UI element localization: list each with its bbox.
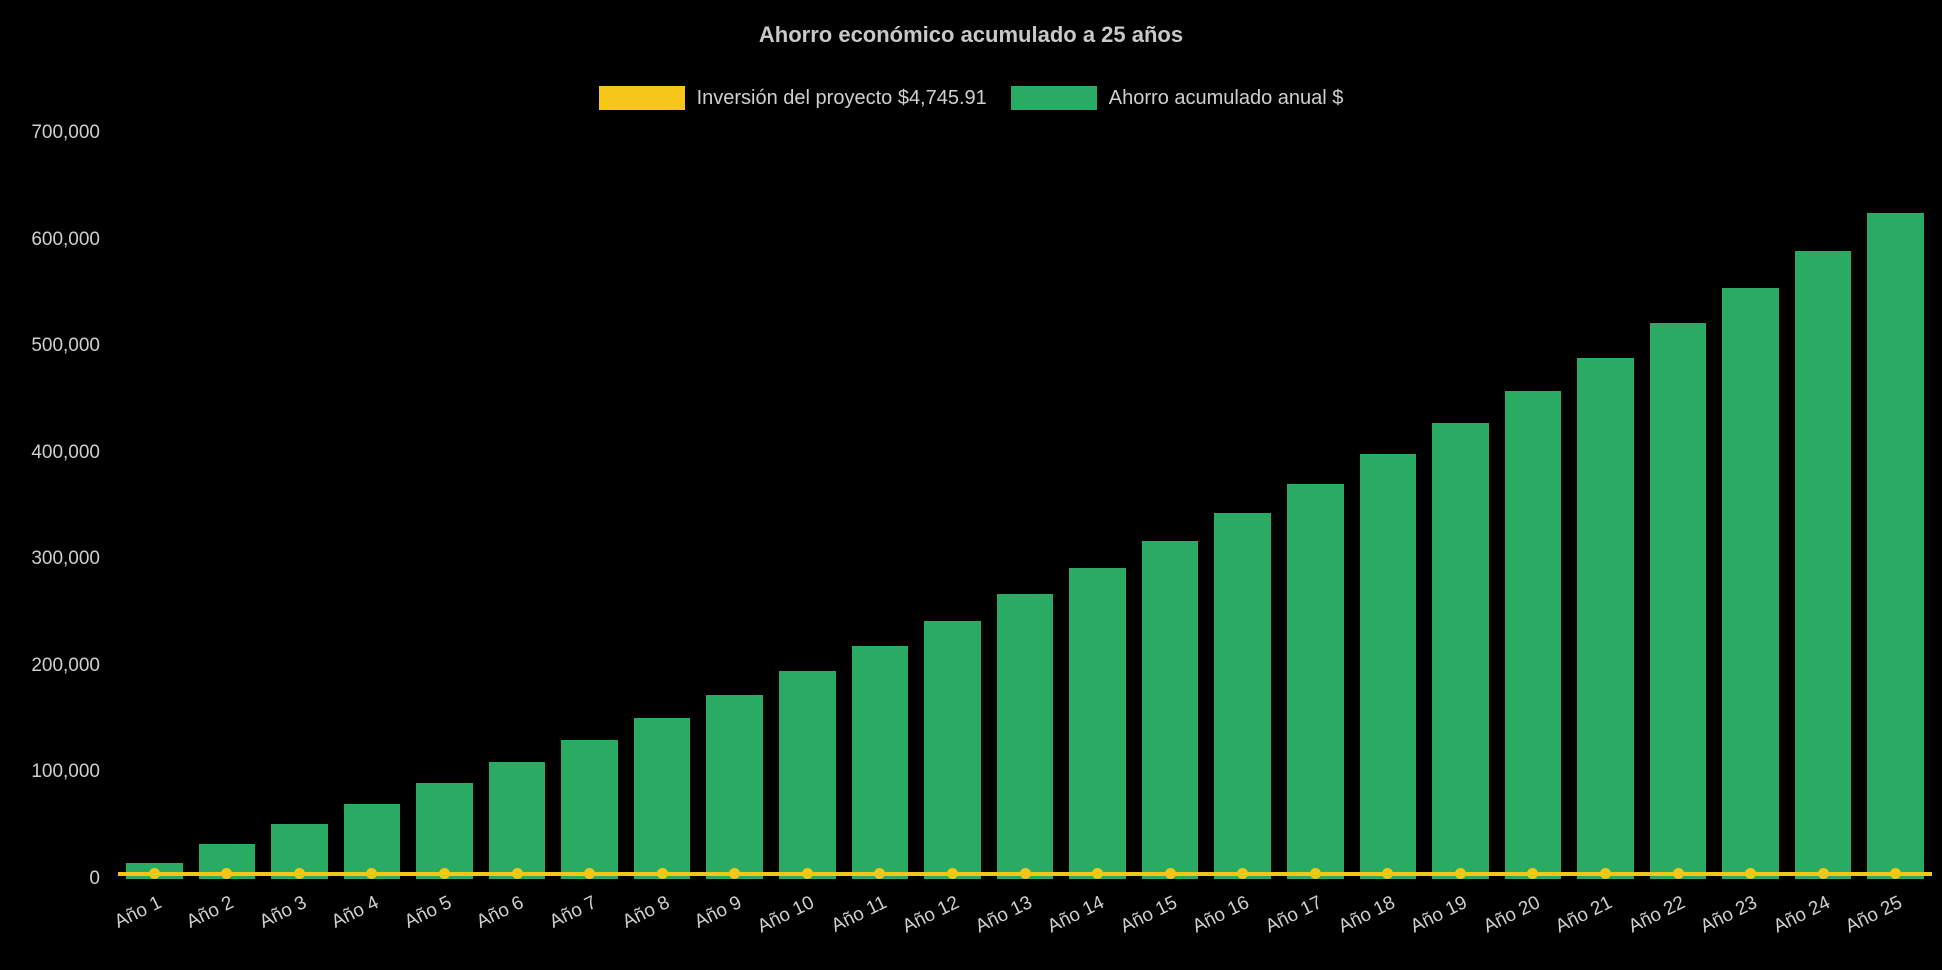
bar-año-22	[1649, 323, 1707, 879]
investment-point	[584, 868, 596, 880]
bar-año-25	[1867, 213, 1924, 879]
legend: Inversión del proyecto $4,745.91 Ahorro a…	[0, 86, 1942, 110]
investment-point	[1092, 868, 1104, 880]
bar-año-11	[851, 646, 909, 879]
x-tick-label: Año 1	[110, 892, 165, 933]
legend-item-0[interactable]: Inversión del proyecto $4,745.91	[598, 86, 987, 110]
y-tick-label: 700,000	[31, 122, 100, 143]
bar-año-17	[1286, 484, 1344, 879]
bar-año-18	[1359, 454, 1417, 879]
investment-point	[1309, 868, 1321, 880]
investment-point	[1382, 868, 1394, 880]
bar-año-20	[1504, 391, 1562, 879]
bar-año-16	[1214, 512, 1271, 879]
investment-point	[1817, 868, 1829, 880]
bar-año-12	[924, 620, 981, 879]
x-tick-label: Año 15	[1117, 892, 1181, 938]
investment-point	[1454, 868, 1466, 880]
plot-area: 0 100,000 200,000 300,000 400,000 500,000 600,…	[31, 0, 1932, 937]
x-tick-label: Año 7	[546, 892, 601, 933]
bar-año-21	[1577, 357, 1634, 879]
bar-año-10	[779, 670, 836, 879]
bar-año-5	[416, 783, 473, 879]
legend-item-1[interactable]: Ahorro acumulado anual $	[1010, 86, 1344, 110]
y-tick-label: 100,000	[31, 761, 100, 783]
investment-point	[801, 868, 813, 880]
x-tick-label: Año 21	[1552, 892, 1616, 938]
x-tick-label: Año 4	[328, 892, 383, 933]
x-tick-label: Año 3	[255, 892, 310, 933]
bar-año-14	[1069, 567, 1126, 879]
x-tick-label: Año 12	[899, 892, 963, 938]
bar-año-13	[996, 594, 1054, 879]
investment-point	[221, 868, 233, 880]
bar-año-6	[488, 761, 546, 879]
x-tick-label: Año 2	[183, 892, 238, 933]
investment-point	[1164, 868, 1176, 880]
legend-swatch	[1010, 86, 1097, 110]
x-tick-label: Año 8	[618, 892, 673, 933]
investment-point	[1672, 868, 1684, 880]
investment-point	[874, 868, 886, 880]
bar-año-8	[633, 717, 691, 879]
x-tick-label: Año 13	[972, 892, 1036, 938]
investment-point	[293, 868, 305, 880]
investment-point	[946, 868, 958, 880]
investment-point	[366, 868, 378, 880]
x-tick-label: Año 22	[1625, 892, 1689, 938]
y-tick-label: 500,000	[31, 335, 100, 357]
y-tick-label: 0	[89, 868, 100, 889]
bar-series	[118, 0, 1932, 879]
y-tick-label: 400,000	[31, 441, 100, 463]
investment-point	[1527, 868, 1539, 880]
bar-año-9	[706, 694, 764, 879]
x-tick-label: Año 23	[1697, 892, 1761, 938]
x-tick-label: Año 18	[1334, 892, 1399, 938]
y-tick-label: 600,000	[31, 228, 100, 250]
bar-año-15	[1141, 540, 1199, 879]
investment-point	[656, 868, 668, 880]
bar-año-7	[561, 739, 618, 879]
bar-año-23	[1722, 287, 1779, 879]
x-tick-label: Año 25	[1842, 892, 1907, 938]
x-tick-label: Año 20	[1479, 892, 1544, 938]
bar-año-24	[1794, 250, 1852, 879]
investment-point	[511, 868, 523, 880]
investment-point	[1019, 868, 1031, 880]
x-tick-label: Año 9	[691, 892, 746, 933]
y-tick-label: 200,000	[31, 654, 100, 676]
legend-label: Inversión del proyecto $4,745.91	[696, 86, 987, 109]
investment-point	[1890, 868, 1902, 880]
x-tick-label: Año 6	[473, 892, 528, 933]
x-tick-label: Año 5	[401, 892, 455, 933]
investment-point	[729, 868, 741, 880]
x-tick-label: Año 14	[1044, 892, 1108, 938]
investment-point	[1599, 868, 1611, 880]
legend-swatch	[598, 86, 685, 110]
y-tick-label: 300,000	[31, 548, 100, 570]
x-tick-label: Año 16	[1189, 892, 1254, 938]
chart-title: Ahorro económico acumulado a 25 años	[758, 22, 1184, 47]
x-tick-label: Año 10	[754, 892, 818, 938]
bar-año-4	[343, 803, 401, 879]
investment-point	[439, 868, 451, 880]
x-tick-label: Año 11	[828, 892, 891, 937]
investment-point	[148, 868, 160, 880]
investment-point	[1745, 868, 1757, 880]
legend-label: Ahorro acumulado anual $	[1108, 86, 1344, 109]
bar-año-19	[1432, 423, 1489, 879]
x-tick-label: Año 17	[1262, 892, 1326, 938]
investment-point	[1237, 868, 1249, 880]
x-tick-label: Año 19	[1407, 892, 1471, 938]
x-tick-label: Año 24	[1770, 892, 1834, 938]
